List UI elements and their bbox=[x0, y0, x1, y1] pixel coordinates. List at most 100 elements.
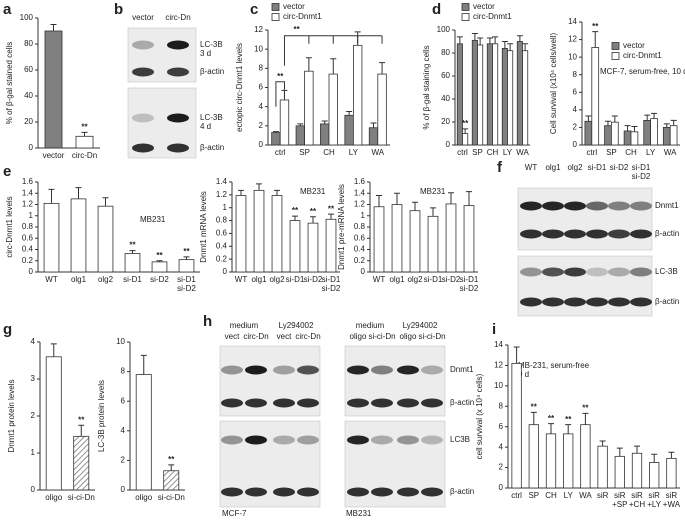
band bbox=[564, 267, 586, 277]
band bbox=[371, 487, 393, 497]
x-tick-label: LY bbox=[503, 148, 513, 157]
x-tick-label-line: siR bbox=[666, 491, 678, 500]
y-tick-label: 0.2 bbox=[216, 254, 228, 263]
lane-label: circ-Dn bbox=[295, 332, 320, 341]
bar bbox=[662, 127, 671, 146]
bar bbox=[580, 424, 591, 489]
bar bbox=[377, 73, 387, 146]
y-tick-label: 10 bbox=[254, 44, 263, 53]
y-tick-label: 40 bbox=[441, 94, 450, 103]
bar bbox=[391, 204, 403, 273]
bar bbox=[445, 203, 457, 273]
group-label: medium bbox=[230, 321, 259, 330]
y-tick-label: 0 bbox=[259, 140, 264, 149]
y-tick-label: 1 bbox=[29, 211, 34, 220]
error-bar bbox=[394, 192, 400, 205]
band bbox=[586, 267, 608, 277]
band-label: Dnmt1 bbox=[450, 365, 474, 374]
bar bbox=[320, 123, 330, 146]
y-tick-label: 8 bbox=[499, 401, 504, 410]
y-tick-label: 1.6 bbox=[354, 177, 366, 186]
x-tick-label: SP bbox=[472, 148, 483, 157]
y-tick-label: 0 bbox=[29, 267, 34, 276]
band bbox=[371, 435, 393, 445]
band bbox=[397, 398, 419, 408]
bar bbox=[373, 206, 385, 273]
x-tick-label: siR +CH bbox=[629, 491, 645, 509]
y-tick-label: 4 bbox=[573, 105, 578, 114]
annotation-line: 9 d bbox=[518, 370, 529, 379]
x-tick-label: olg1 bbox=[389, 275, 405, 284]
band-label: LC-3B bbox=[655, 267, 678, 276]
band bbox=[421, 398, 443, 408]
band bbox=[421, 435, 443, 445]
x-tick-label: CH bbox=[545, 491, 557, 500]
x-tick-label: siR bbox=[597, 491, 609, 500]
legend-swatch bbox=[461, 13, 470, 21]
x-tick-label-line: si-D2 bbox=[460, 284, 479, 293]
lane-label: si-ci-Dn bbox=[368, 332, 395, 341]
x-tick-label: si-D2 bbox=[304, 275, 323, 284]
bar bbox=[643, 120, 651, 146]
x-tick-label: si-D2 bbox=[150, 275, 169, 284]
band-label: β-actin bbox=[200, 67, 224, 76]
bar bbox=[630, 131, 639, 146]
error-bar bbox=[501, 41, 508, 49]
error-bar bbox=[634, 445, 640, 454]
bar bbox=[614, 455, 625, 489]
y-axis-title: Dnmt1 mRNA levels bbox=[199, 191, 208, 263]
band bbox=[221, 365, 243, 375]
significance: ** bbox=[548, 414, 555, 423]
x-tick-label: si-D1 si-D2 bbox=[460, 275, 479, 293]
error-bar bbox=[663, 123, 670, 128]
band bbox=[297, 365, 319, 375]
x-tick-label: LY bbox=[646, 148, 656, 157]
band bbox=[564, 201, 586, 211]
error-bar bbox=[274, 189, 280, 196]
bar bbox=[295, 125, 305, 146]
error-bar bbox=[513, 346, 520, 364]
legend-swatch bbox=[611, 42, 620, 50]
y-tick-label: 2 bbox=[573, 123, 578, 132]
lane-label: si-D1 si-D2 bbox=[632, 163, 651, 181]
error-bar bbox=[530, 411, 537, 425]
error-bar bbox=[670, 119, 677, 126]
x-tick-label: LY bbox=[349, 148, 359, 157]
y-tick-label: 60 bbox=[24, 65, 33, 74]
y-tick-label: 12 bbox=[568, 35, 577, 44]
y-axis-title: Dnmt1 pre-mRNA levels bbox=[337, 184, 346, 270]
error-bar bbox=[129, 250, 136, 254]
x-tick-label: ctrl bbox=[511, 491, 522, 500]
group-label: Ly294002 bbox=[279, 321, 314, 330]
band bbox=[347, 435, 369, 445]
significance: ** bbox=[462, 119, 469, 128]
error-bar bbox=[522, 43, 529, 51]
annotation: MB231 bbox=[300, 187, 326, 196]
x-tick-label-line: si-D1 bbox=[177, 275, 196, 284]
error-bar bbox=[516, 35, 523, 42]
x-tick-label: SP bbox=[606, 148, 617, 157]
band bbox=[564, 229, 586, 239]
y-tick-label: 80 bbox=[441, 48, 450, 57]
band bbox=[167, 113, 189, 123]
y-tick-label: 1.4 bbox=[22, 188, 34, 197]
lane-label: vector bbox=[132, 13, 154, 22]
significance: ** bbox=[328, 204, 335, 213]
x-tick-label: LY bbox=[564, 491, 574, 500]
annotation: ** bbox=[294, 25, 301, 34]
bar bbox=[623, 130, 632, 146]
lane-label: circ-Dn bbox=[243, 332, 268, 341]
x-tick-label: SP bbox=[528, 491, 539, 500]
bar bbox=[97, 205, 114, 273]
error-bar bbox=[102, 197, 109, 207]
error-bar bbox=[370, 122, 377, 128]
error-bar bbox=[183, 256, 190, 260]
bar bbox=[289, 220, 301, 273]
y-tick-label: 0 bbox=[499, 483, 504, 492]
x-tick-label: WT bbox=[235, 275, 248, 284]
y-tick-label: 0.4 bbox=[216, 241, 228, 250]
error-bar bbox=[651, 112, 658, 119]
blot-image bbox=[517, 255, 653, 317]
bar bbox=[522, 50, 529, 146]
y-tick-label: 20 bbox=[441, 117, 450, 126]
